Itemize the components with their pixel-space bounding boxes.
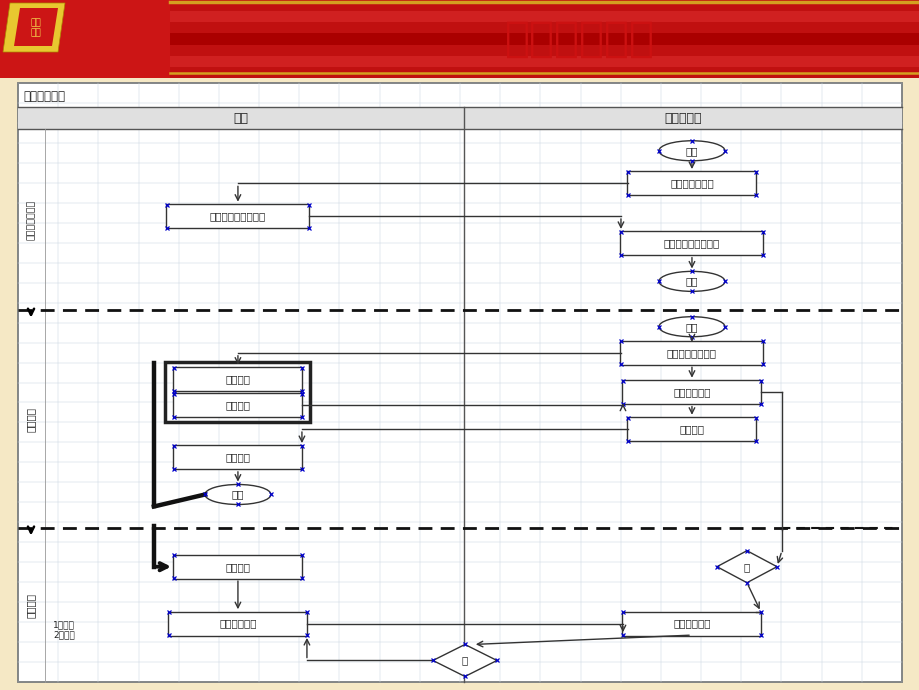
Text: 新生分班: 新生分班 [225, 453, 250, 462]
Text: 新生录取审核: 新生录取审核 [673, 387, 710, 397]
Ellipse shape [658, 317, 724, 337]
Text: 招生计划数变更申请: 招生计划数变更申请 [210, 211, 266, 221]
Text: 1、佐证
2、删除: 1、佐证 2、删除 [53, 620, 74, 639]
FancyBboxPatch shape [627, 171, 755, 195]
FancyBboxPatch shape [174, 555, 302, 579]
Text: 开始: 开始 [685, 322, 698, 332]
Text: 导入招生结果名单: 导入招生结果名单 [666, 348, 716, 358]
FancyBboxPatch shape [174, 367, 302, 391]
Text: 否: 否 [461, 656, 468, 665]
Polygon shape [3, 3, 65, 52]
Polygon shape [433, 644, 496, 676]
Bar [18, 107, 901, 129]
Text: 重复招生: 重复招生 [225, 562, 250, 572]
Text: 统一招生: 统一招生 [225, 374, 250, 384]
FancyBboxPatch shape [166, 204, 309, 228]
Bar [170, 67, 919, 78]
Text: 招生入学流程: 招生入学流程 [23, 90, 65, 103]
FancyBboxPatch shape [622, 380, 761, 404]
Text: 是: 是 [743, 562, 749, 572]
Text: 设置招生计划数: 设置招生计划数 [27, 199, 36, 240]
Bar [170, 56, 919, 67]
Bar [18, 83, 901, 682]
Ellipse shape [205, 484, 270, 504]
Text: 重复招生审核: 重复招生审核 [673, 618, 710, 629]
Text: 结束: 结束 [685, 277, 698, 286]
FancyBboxPatch shape [174, 393, 302, 417]
Ellipse shape [658, 271, 724, 291]
FancyBboxPatch shape [174, 446, 302, 469]
Text: 招生计划数变更审核: 招生计划数变更审核 [664, 238, 720, 248]
Text: 结束: 结束 [232, 489, 244, 500]
Polygon shape [14, 8, 58, 46]
Text: 金教
工程: 金教 工程 [30, 19, 41, 38]
Text: 自主招生: 自主招生 [225, 400, 250, 410]
FancyBboxPatch shape [619, 341, 763, 365]
Bar [170, 11, 919, 22]
Text: 招生入学: 招生入学 [26, 407, 36, 432]
Bar [170, 33, 919, 45]
Text: 开始: 开始 [685, 146, 698, 156]
Text: 重复招生处理: 重复招生处理 [219, 618, 256, 629]
Polygon shape [716, 551, 777, 582]
FancyBboxPatch shape [627, 417, 755, 441]
FancyBboxPatch shape [168, 611, 307, 635]
Bar [170, 0, 919, 11]
FancyBboxPatch shape [622, 611, 761, 635]
Bar [0, 0, 919, 78]
Bar [0, 0, 170, 78]
Bar [170, 45, 919, 56]
Ellipse shape [658, 141, 724, 161]
Text: 设置招生计划数: 设置招生计划数 [669, 179, 713, 188]
Text: 主管教育局: 主管教育局 [664, 112, 701, 124]
FancyBboxPatch shape [619, 231, 763, 255]
Text: 四、招生入学: 四、招生入学 [505, 18, 654, 60]
Text: 学校: 学校 [233, 112, 248, 124]
Text: 重复招生: 重复招生 [26, 593, 36, 618]
Text: 新生调档: 新生调档 [679, 424, 704, 434]
Bar [170, 22, 919, 33]
